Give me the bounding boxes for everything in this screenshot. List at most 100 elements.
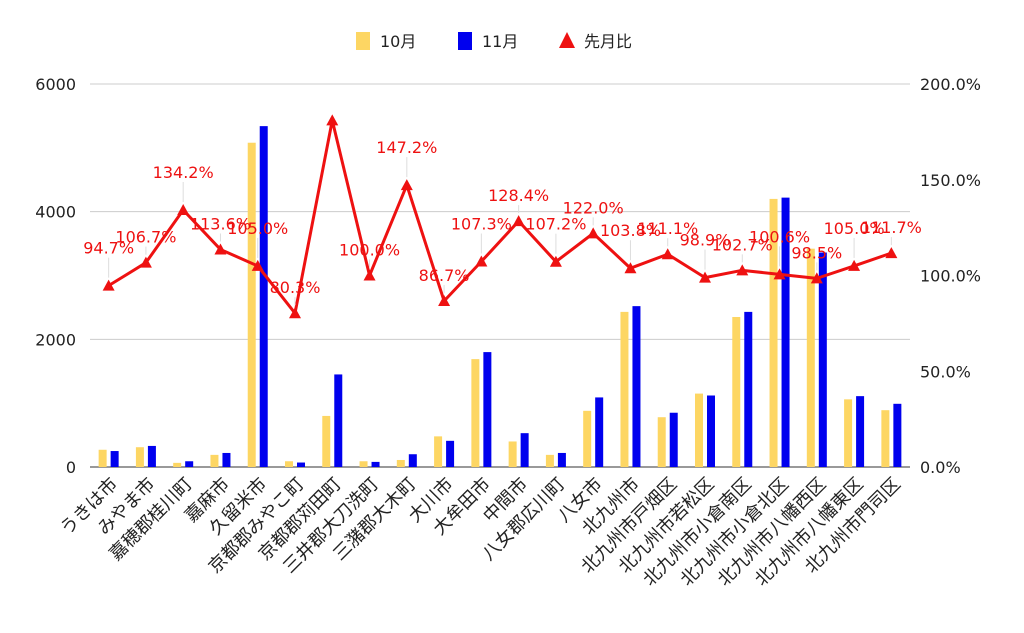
right-axis-ticks: 0.0% 50.0% 100.0% 150.0% 200.0% bbox=[920, 75, 981, 477]
legend-swatch bbox=[458, 32, 472, 50]
ratio-data-label: 98.5% bbox=[791, 243, 842, 262]
ratio-point bbox=[661, 248, 674, 260]
ratio-data-label: 107.3% bbox=[451, 215, 512, 234]
bar bbox=[657, 417, 666, 467]
ratio-point bbox=[326, 114, 339, 126]
ratio-point bbox=[400, 179, 413, 191]
ratio-data-label: 128.4% bbox=[488, 186, 549, 205]
left-tick-label: 4000 bbox=[35, 203, 76, 222]
bar bbox=[434, 436, 443, 467]
ratio-data-label: 107.2% bbox=[525, 215, 586, 234]
bar bbox=[520, 433, 529, 467]
ratio-point bbox=[512, 215, 525, 227]
ratio-point bbox=[177, 204, 190, 216]
bar bbox=[583, 410, 592, 467]
bar bbox=[844, 399, 853, 467]
ratio-point bbox=[699, 271, 711, 283]
bar bbox=[247, 142, 256, 467]
ratio-point bbox=[549, 255, 562, 267]
left-tick-label: 2000 bbox=[35, 330, 76, 349]
ratio-point bbox=[251, 259, 264, 271]
ratio-data-label: 147.2% bbox=[376, 138, 437, 157]
bar-series bbox=[98, 126, 902, 467]
bar bbox=[147, 445, 156, 467]
bar bbox=[98, 449, 107, 467]
legend-swatch bbox=[356, 32, 370, 50]
ratio-data-label: 113.6% bbox=[190, 214, 251, 233]
ratio-data-label: 105.0% bbox=[824, 219, 885, 238]
bar bbox=[471, 359, 480, 467]
bar bbox=[222, 452, 231, 467]
ratio-point bbox=[848, 259, 861, 271]
bar bbox=[806, 248, 815, 467]
legend-label: 先月比 bbox=[584, 32, 632, 51]
right-tick-label: 200.0% bbox=[920, 75, 981, 94]
ratio-point bbox=[475, 255, 488, 267]
ratio-data-label: 100.6% bbox=[749, 227, 810, 246]
bar bbox=[595, 397, 604, 467]
ratio-line bbox=[107, 118, 892, 315]
ratio-data-label: 80.3% bbox=[270, 278, 321, 297]
bar bbox=[483, 352, 492, 467]
bar bbox=[285, 461, 293, 467]
bar bbox=[620, 311, 629, 467]
bar bbox=[545, 454, 554, 467]
ratio-data-label: 94.7% bbox=[83, 239, 134, 258]
bar bbox=[695, 393, 703, 467]
bar bbox=[781, 197, 790, 467]
ratio-point bbox=[438, 294, 451, 306]
bar bbox=[769, 198, 778, 467]
ratio-data-label: 103.8% bbox=[600, 221, 661, 240]
bar bbox=[297, 462, 305, 467]
ratio-point bbox=[139, 256, 152, 268]
legend-marker bbox=[559, 32, 575, 48]
bar bbox=[818, 252, 827, 467]
ratio-data-label: 111.7% bbox=[861, 218, 922, 237]
right-tick-label: 50.0% bbox=[920, 362, 971, 381]
legend-label: 10月 bbox=[380, 32, 416, 51]
ratio-data-label: 105.0% bbox=[227, 219, 288, 238]
ratio-data-label: 100.0% bbox=[339, 241, 400, 260]
ratio-point bbox=[885, 247, 898, 259]
ratio-point bbox=[214, 243, 227, 255]
bar bbox=[446, 440, 455, 467]
bar bbox=[408, 454, 417, 467]
bar bbox=[707, 395, 715, 467]
bar bbox=[893, 403, 902, 467]
bar bbox=[508, 441, 517, 467]
left-tick-label: 6000 bbox=[35, 75, 76, 94]
legend-label: 11月 bbox=[482, 32, 518, 51]
category-labels: うきは市みやま市嘉穂郡桂川町嘉麻市久留米市京都郡みやこ町京都郡苅田町三井郡大刀洗… bbox=[56, 474, 904, 591]
ratio-point bbox=[587, 227, 600, 239]
ratio-data-label: 111.1% bbox=[637, 219, 698, 238]
bar bbox=[322, 415, 331, 467]
right-tick-label: 150.0% bbox=[920, 171, 981, 190]
ratio-point bbox=[289, 307, 301, 319]
ratio-data-label: 102.7% bbox=[712, 235, 773, 254]
right-tick-label: 100.0% bbox=[920, 267, 981, 286]
ratio-data-label: 134.2% bbox=[153, 163, 214, 182]
ratio-data-label: 98.9% bbox=[680, 231, 731, 250]
right-tick-label: 0.0% bbox=[920, 458, 961, 477]
ratio-point bbox=[773, 268, 786, 280]
bar bbox=[881, 410, 890, 467]
bar bbox=[557, 452, 566, 467]
left-tick-label: 0 bbox=[66, 458, 76, 477]
bar bbox=[185, 461, 194, 467]
bar bbox=[359, 461, 368, 467]
bar bbox=[371, 461, 380, 467]
left-axis-ticks: 0 2000 4000 6000 bbox=[35, 75, 76, 477]
bar bbox=[744, 311, 753, 467]
ratio-point bbox=[810, 272, 823, 284]
bar bbox=[396, 459, 405, 467]
ratio-point bbox=[102, 279, 115, 291]
ratio-data-label: 122.0% bbox=[563, 198, 624, 217]
bar bbox=[334, 374, 343, 467]
ratio-point bbox=[624, 262, 637, 274]
bar bbox=[110, 451, 119, 467]
bar bbox=[210, 454, 219, 467]
bar bbox=[135, 447, 144, 467]
bar bbox=[669, 412, 678, 467]
